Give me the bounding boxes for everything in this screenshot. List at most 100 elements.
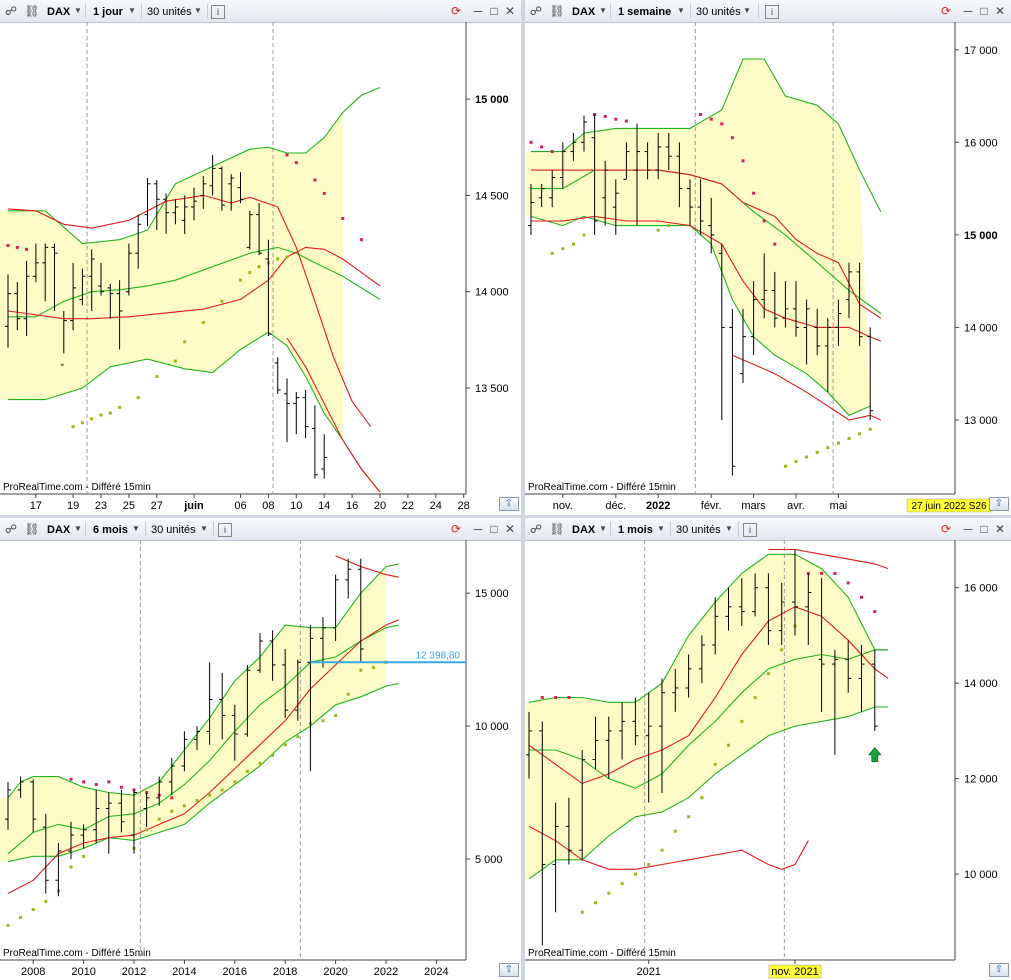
ohlc-bar [805,573,812,645]
chain-icon[interactable]: ⛓ [24,522,40,536]
units-selector[interactable]: 30 unités [691,3,759,19]
x-tick-label: 27 [151,500,163,512]
sar-dot-green [620,882,624,886]
ohlc-bar [644,142,651,180]
x-tick-label: 2024 [424,966,448,978]
ohlc-bar [659,678,665,793]
ohlc-bar [634,123,640,226]
period-selector[interactable]: 6 mois [88,521,146,537]
ohlc-bar [206,662,213,745]
symbol-selector[interactable]: DAX [567,521,611,537]
sar-dot-red [341,217,345,221]
ohlc-bar [231,704,238,761]
refresh-icon[interactable]: ⟳ [940,4,952,18]
chain-icon[interactable]: ⛓ [24,4,40,18]
period-selector[interactable]: 1 mois [613,521,671,537]
x-tick-label: mars [741,500,766,512]
ohlc-bar [93,789,100,844]
sar-dot-red [359,238,363,242]
refresh-icon[interactable]: ⟳ [450,4,462,18]
ohlc-bar [602,160,609,226]
ohlc-bar [131,789,137,854]
refresh-icon[interactable]: ⟳ [940,522,952,536]
y-tick-label: 12 000 [964,774,998,786]
refresh-icon[interactable]: ⟳ [450,522,462,536]
ohlc-bar [552,802,559,913]
scroll-right-button[interactable]: ⇧ [989,497,1009,511]
maximize-icon[interactable]: □ [490,522,498,536]
info-icon[interactable]: i [743,523,757,537]
sar-dot-green [220,788,224,792]
info-icon[interactable]: i [765,5,779,19]
red-indicator-line [732,354,882,421]
x-tick-label: 2010 [71,966,95,978]
link-icon[interactable]: ☍ [529,4,543,18]
maximize-icon[interactable]: □ [980,522,988,536]
units-selector[interactable]: 30 unités [142,3,208,19]
sar-dot-green [239,278,242,282]
ohlc-bar [42,813,49,894]
ohlc-bar [793,281,799,337]
info-icon[interactable]: i [218,523,232,537]
ohlc-bar [156,776,163,806]
close-icon[interactable]: ✕ [994,522,1006,536]
ohlc-bar [274,357,281,394]
chevron-down-icon: ▼ [599,6,607,15]
ohlc-bar [708,197,715,254]
minimize-icon[interactable]: ─ [473,522,483,536]
maximize-icon[interactable]: □ [980,4,988,18]
minimize-icon[interactable]: ─ [473,4,483,18]
x-tick-label: 19 [67,500,79,512]
sar-dot-green [753,696,757,699]
chart-canvas: 13 500 14 000 14 500 15 000 17 19 23 25 27 juin 06… [0,22,509,512]
sar-dot-red [285,153,289,157]
chain-icon[interactable]: ⛓ [549,522,565,536]
minimize-icon[interactable]: ─ [963,522,973,536]
sar-dot-red [873,610,877,614]
sar-dot-green [858,432,862,436]
close-icon[interactable]: ✕ [504,522,516,536]
units-selector[interactable]: 30 unités [146,521,214,537]
scroll-right-button[interactable]: ⇧ [499,497,519,511]
units-selector[interactable]: 30 unités [671,521,739,537]
chain-icon[interactable]: ⛓ [549,4,565,18]
ohlc-bar [345,558,352,599]
period-selector[interactable]: 1 semaine [613,3,691,19]
ohlc-bar [750,281,757,356]
watermark-text: ProRealTime.com - Différé 15min [3,948,151,959]
x-tick-label: déc. [605,500,626,512]
link-icon[interactable]: ☍ [4,4,18,18]
sar-dot-green [633,872,637,876]
ohlc-bar [814,308,821,356]
ohlc-bar [858,645,865,712]
period-selector[interactable]: 1 jour [88,3,142,19]
scroll-right-button[interactable]: ⇧ [989,963,1009,977]
maximize-icon[interactable]: □ [490,4,498,18]
sar-dot-green [321,719,325,723]
close-icon[interactable]: ✕ [504,4,516,18]
close-icon[interactable]: ✕ [994,4,1006,18]
chevron-down-icon: ▼ [599,524,607,533]
ohlc-bar [835,299,842,346]
panel-divider-vertical[interactable] [521,0,525,980]
bollinger-lower-line [528,706,889,880]
sar-dot-green [220,299,224,303]
symbol-selector[interactable]: DAX [42,521,86,537]
link-icon[interactable]: ☍ [529,522,543,536]
sar-dot-green [90,417,94,421]
ohlc-bar [284,378,290,442]
date-cursor-badge: 27 juin 2022 S26 [911,501,987,512]
panel-divider-horizontal[interactable] [0,515,1011,518]
sar-dot-green [31,907,35,911]
info-icon[interactable]: i [211,5,225,19]
bollinger-band-fill [0,566,386,862]
ohlc-bar [549,170,556,208]
sar-dot-red [820,571,824,575]
symbol-selector[interactable]: DAX [567,3,611,19]
link-icon[interactable]: ☍ [4,522,18,536]
minimize-icon[interactable]: ─ [963,4,973,18]
ohlc-bar [591,114,598,235]
symbol-selector[interactable]: DAX [42,3,86,19]
ohlc-bar [14,282,21,331]
scroll-right-button[interactable]: ⇧ [499,963,519,977]
